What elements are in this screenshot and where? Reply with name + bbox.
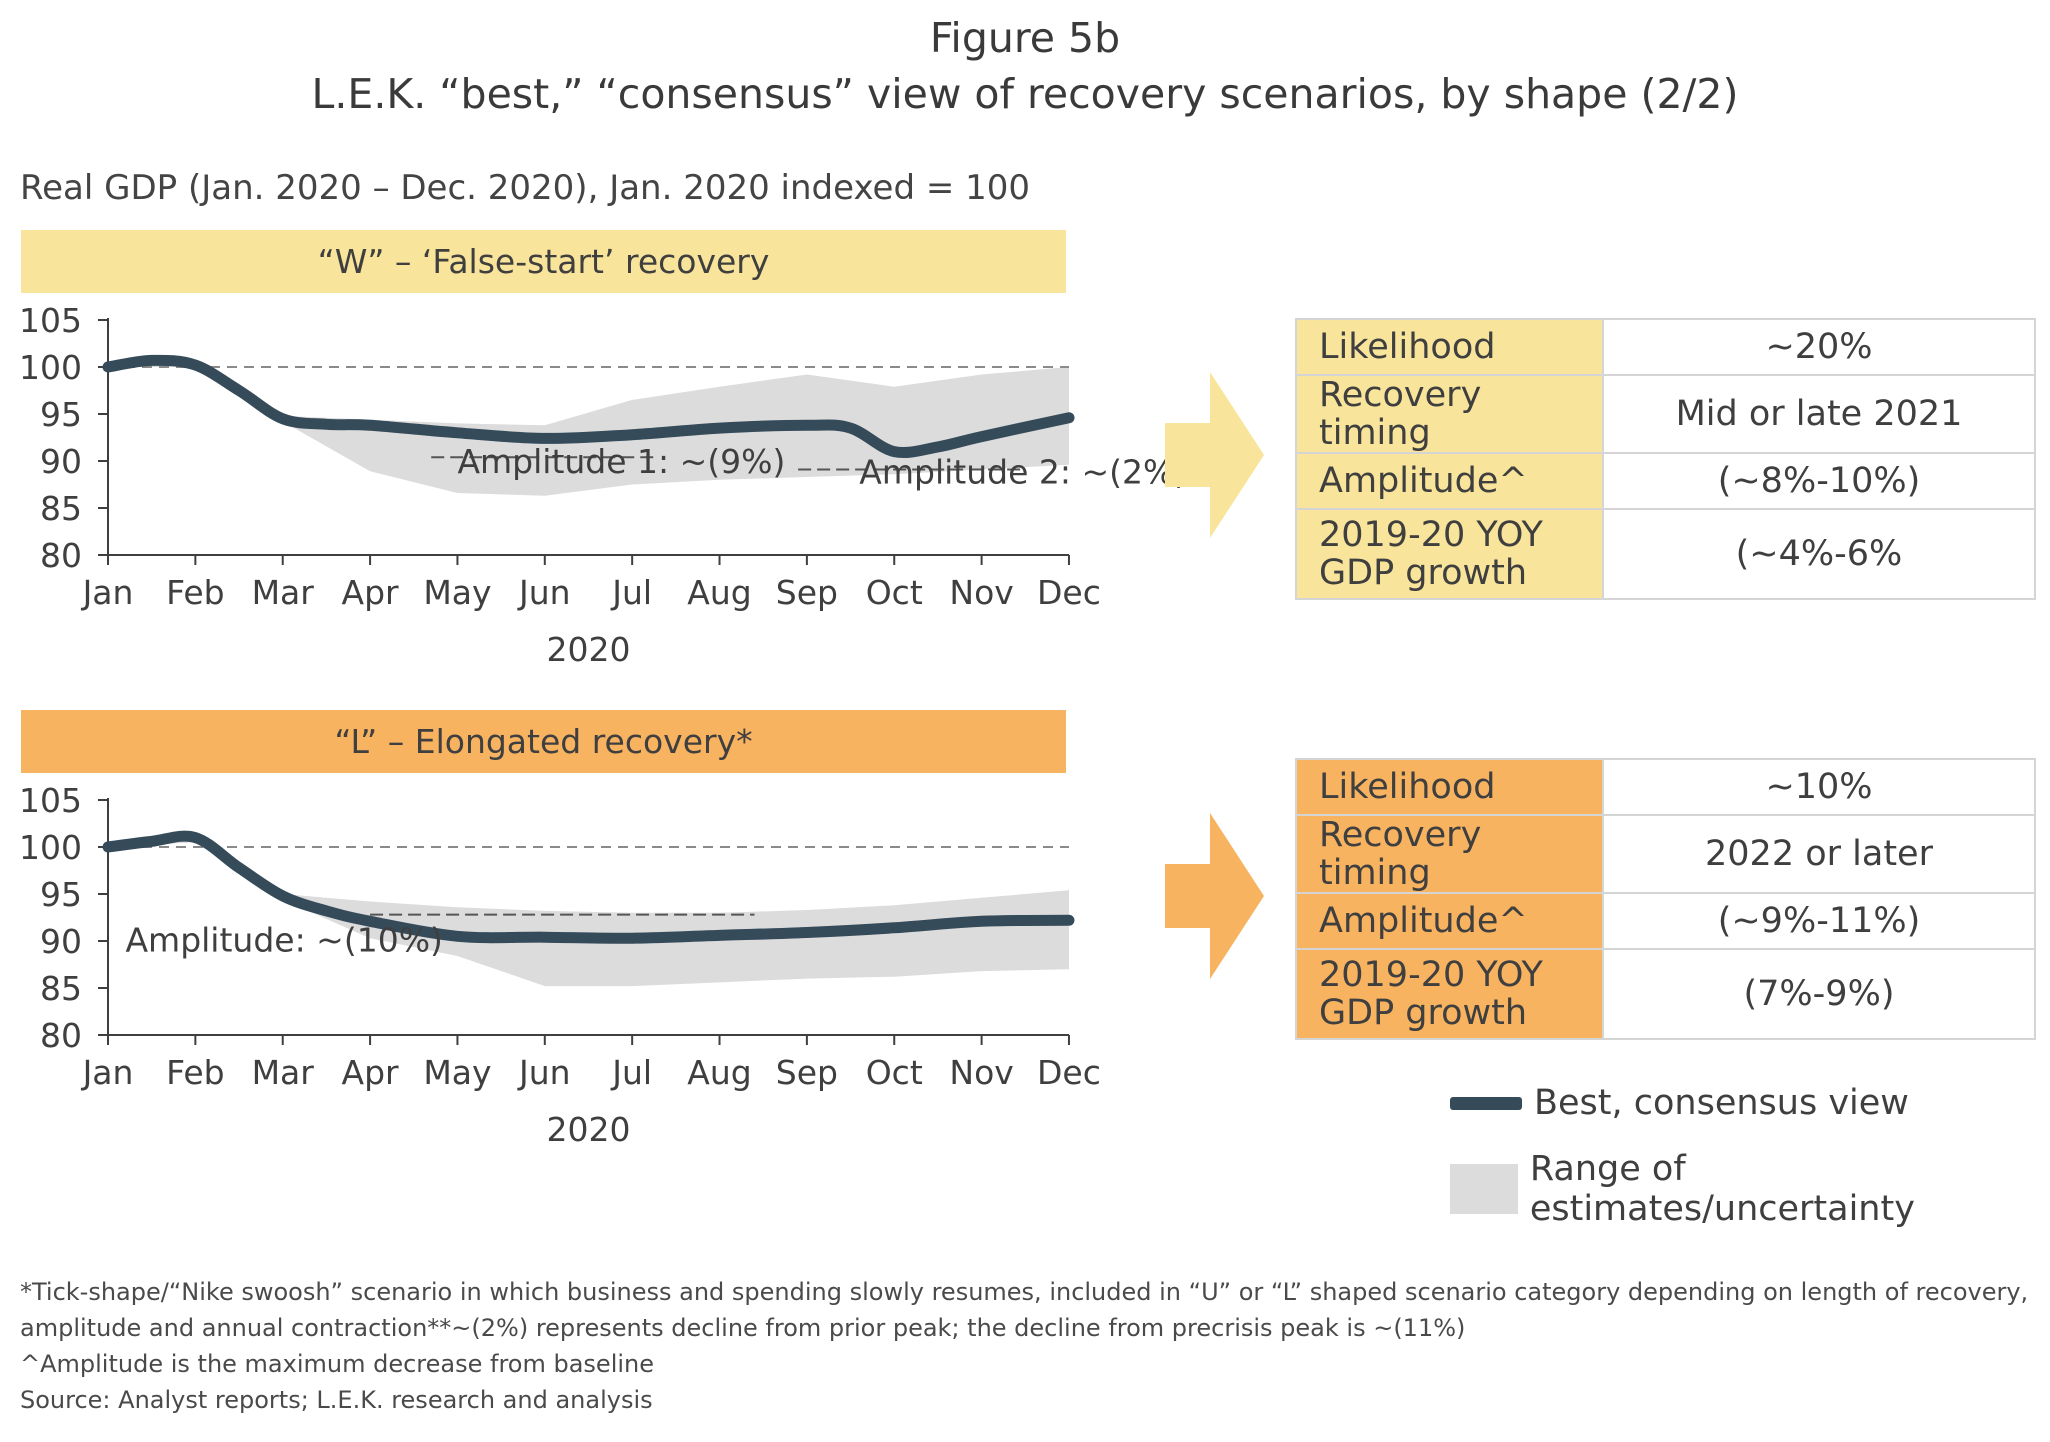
x-tick-label: Oct [866, 1053, 923, 1092]
table-row: Recovery timing Mid or late 2021 [1295, 374, 2036, 454]
l-scenario-arrow [1165, 813, 1264, 979]
y-tick-label: 95 [40, 875, 82, 914]
table-row: Amplitude^ (~8%-10%) [1295, 452, 2036, 510]
footnote-line: ^Amplitude is the maximum decrease from … [20, 1350, 655, 1378]
x-tick-label: May [423, 1053, 491, 1092]
legend-range-label: Range of estimates/uncertainty [1529, 1149, 1915, 1229]
x-tick-label: Dec [1037, 1053, 1101, 1092]
w-scenario-arrow [1165, 372, 1264, 538]
amplitude-annotation: Amplitude: ~(10%) [125, 920, 442, 959]
table-row: Amplitude^ (~9%-11%) [1295, 892, 2036, 950]
y-tick-label: 100 [19, 348, 82, 387]
footnote-line: Source: Analyst reports; L.E.K. research… [20, 1386, 653, 1414]
figure-title: L.E.K. “best,” “consensus” view of recov… [311, 70, 1739, 118]
y-tick-label: 85 [40, 489, 82, 528]
x-tick-label: Jan [81, 1053, 134, 1092]
legend-item-range: Range of estimates/uncertainty [1450, 1149, 2050, 1229]
x-tick-label: Nov [949, 1053, 1013, 1092]
y-tick-label: 95 [40, 395, 82, 434]
row-label: 2019-20 YOY GDP growth [1295, 508, 1604, 600]
x-tick-label: Jun [517, 573, 571, 612]
y-tick-label: 90 [40, 442, 82, 481]
row-value: (~8%-10%) [1602, 452, 2036, 510]
footnote-line: amplitude and annual contraction**~(2%) … [20, 1314, 1466, 1342]
legend-line-swatch [1450, 1096, 1522, 1110]
series-line-best-consensus [102, 354, 1075, 459]
l-scenario-banner: “L” – Elongated recovery* [21, 710, 1066, 773]
amplitude-annotation: Amplitude 2: ~(2%)** [859, 453, 1220, 492]
row-value: ~20% [1602, 318, 2036, 376]
row-label: 2019-20 YOY GDP growth [1295, 948, 1604, 1040]
y-tick-label: 105 [19, 301, 82, 340]
x-tick-label: Feb [166, 1053, 224, 1092]
row-value: (~4%-6% [1602, 508, 2036, 600]
y-tick-label: 100 [19, 828, 82, 867]
x-tick-label: Jul [610, 573, 652, 612]
y-tick-label: 85 [40, 969, 82, 1008]
chart-subtitle: Real GDP (Jan. 2020 – Dec. 2020), Jan. 2… [20, 168, 1031, 208]
x-tick-label: Sep [776, 573, 838, 612]
x-tick-label: Mar [252, 573, 315, 612]
range-band [108, 839, 1069, 987]
x-tick-label: Dec [1037, 573, 1101, 612]
row-value: 2022 or later [1602, 814, 2036, 894]
x-axis-title: 2020 [546, 630, 630, 669]
legend-range-swatch [1450, 1164, 1518, 1214]
y-tick-label: 80 [40, 1016, 82, 1055]
table-row: Likelihood ~10% [1295, 758, 2036, 816]
table-row: 2019-20 YOY GDP growth (7%-9%) [1295, 948, 2036, 1040]
row-label: Likelihood [1295, 758, 1604, 816]
row-label: Recovery timing [1295, 814, 1604, 894]
x-tick-label: Apr [342, 1053, 400, 1092]
l-scenario-table: Likelihood ~10% Recovery timing 2022 or … [1295, 758, 2036, 1040]
row-value: Mid or late 2021 [1602, 374, 2036, 454]
footnotes: *Tick-shape/“Nike swoosh” scenario in wh… [20, 1274, 2028, 1418]
x-tick-label: Jun [517, 1053, 571, 1092]
y-tick-label: 105 [19, 781, 82, 820]
y-tick-label: 80 [40, 536, 82, 575]
row-label: Recovery timing [1295, 374, 1604, 454]
row-value: ~10% [1602, 758, 2036, 816]
legend-item-line: Best, consensus view [1450, 1080, 1909, 1126]
x-tick-label: Mar [252, 1053, 315, 1092]
x-tick-label: May [423, 573, 491, 612]
x-tick-label: Jul [610, 1053, 652, 1092]
table-row: Recovery timing 2022 or later [1295, 814, 2036, 894]
x-tick-label: Sep [776, 1053, 838, 1092]
w-scenario-banner: “W” – ‘False-start’ recovery [21, 230, 1066, 293]
w-scenario-table: Likelihood ~20% Recovery timing Mid or l… [1295, 318, 2036, 600]
series-line-best-consensus [102, 830, 1075, 944]
x-tick-label: Apr [342, 573, 400, 612]
x-tick-label: Aug [687, 1053, 751, 1092]
range-band [108, 362, 1069, 496]
x-tick-label: Feb [166, 573, 224, 612]
x-axis-title: 2020 [546, 1110, 630, 1149]
x-tick-label: Nov [949, 573, 1013, 612]
x-tick-label: Oct [866, 573, 923, 612]
y-tick-label: 90 [40, 922, 82, 961]
footnote-line: *Tick-shape/“Nike swoosh” scenario in wh… [20, 1278, 2029, 1306]
legend-line-label: Best, consensus view [1534, 1083, 1909, 1123]
figure-label: Figure 5b [929, 14, 1121, 62]
row-value: (7%-9%) [1602, 948, 2036, 1040]
table-row: 2019-20 YOY GDP growth (~4%-6% [1295, 508, 2036, 600]
table-row: Likelihood ~20% [1295, 318, 2036, 376]
row-label: Likelihood [1295, 318, 1604, 376]
row-value: (~9%-11%) [1602, 892, 2036, 950]
x-tick-label: Aug [687, 573, 751, 612]
x-tick-label: Jan [81, 573, 134, 612]
row-label: Amplitude^ [1295, 452, 1604, 510]
amplitude-annotation: Amplitude 1: ~(9%) [457, 442, 785, 481]
row-label: Amplitude^ [1295, 892, 1604, 950]
